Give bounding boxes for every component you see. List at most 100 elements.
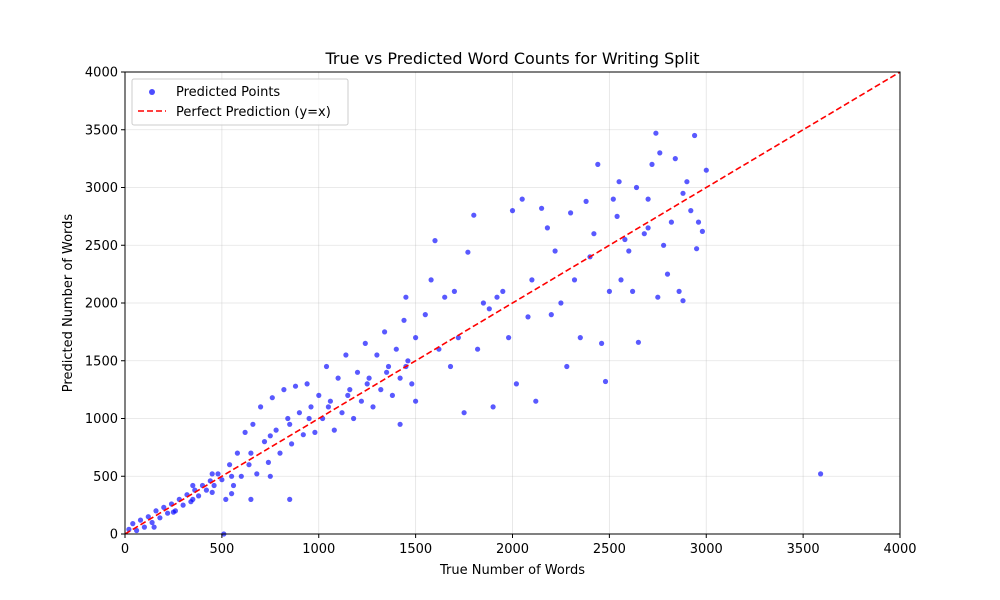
data-point xyxy=(442,294,448,300)
data-point xyxy=(465,249,471,255)
data-point xyxy=(688,208,694,214)
data-point xyxy=(513,381,520,387)
data-point xyxy=(695,219,702,225)
data-point xyxy=(223,496,229,502)
data-point xyxy=(602,378,609,385)
data-point xyxy=(215,471,221,477)
legend: Predicted Points Perfect Prediction (y=x… xyxy=(131,78,349,126)
data-point xyxy=(351,415,357,422)
data-point xyxy=(645,196,651,202)
data-point xyxy=(248,496,254,502)
x-tick-label: 2500 xyxy=(593,542,626,557)
data-point xyxy=(345,392,351,398)
y-tick-label: 1000 xyxy=(85,412,118,427)
data-point xyxy=(599,340,605,346)
data-point xyxy=(304,381,310,387)
data-point xyxy=(397,375,403,381)
data-point xyxy=(203,487,209,493)
data-point xyxy=(254,471,260,477)
data-point xyxy=(672,156,678,162)
data-point xyxy=(694,246,700,252)
data-point xyxy=(618,277,624,283)
data-point xyxy=(227,462,233,468)
data-point xyxy=(529,277,535,283)
data-point xyxy=(362,340,368,346)
data-point xyxy=(347,387,353,393)
data-point xyxy=(385,363,392,370)
data-point xyxy=(661,242,667,248)
data-point xyxy=(170,509,176,515)
data-point xyxy=(165,510,171,516)
y-tick-label: 2500 xyxy=(85,239,118,254)
data-point xyxy=(374,352,380,358)
data-point xyxy=(267,473,273,479)
data-point xyxy=(401,317,407,323)
data-point xyxy=(413,398,419,404)
data-point xyxy=(490,404,496,410)
data-point xyxy=(645,225,651,231)
data-point xyxy=(432,238,438,244)
data-point xyxy=(331,427,337,433)
data-point xyxy=(190,496,196,502)
data-point xyxy=(358,398,364,404)
data-point xyxy=(455,335,461,341)
data-point xyxy=(668,219,675,225)
data-point xyxy=(494,294,500,300)
data-point xyxy=(151,524,157,530)
data-point xyxy=(552,248,558,254)
data-point xyxy=(261,439,268,445)
x-tick-label: 3500 xyxy=(787,542,820,557)
data-point xyxy=(533,398,539,404)
data-point xyxy=(316,392,322,398)
y-tick-label: 3000 xyxy=(85,181,118,196)
data-point xyxy=(130,521,136,527)
data-point xyxy=(422,312,428,318)
data-point xyxy=(267,433,273,439)
x-tick-label: 4000 xyxy=(883,542,916,557)
data-point xyxy=(539,205,545,211)
y-tick-label: 500 xyxy=(93,470,118,485)
legend-label-points: Predicted Points xyxy=(176,85,280,100)
data-point xyxy=(409,381,415,387)
data-point xyxy=(657,150,663,156)
data-point xyxy=(564,363,570,370)
data-point xyxy=(577,335,583,341)
data-point xyxy=(622,236,628,243)
x-tick-label: 2000 xyxy=(496,542,529,557)
data-point xyxy=(234,450,240,456)
data-point xyxy=(211,482,217,489)
data-point xyxy=(258,404,264,410)
data-point xyxy=(238,473,244,479)
data-point xyxy=(149,519,155,526)
data-point xyxy=(626,248,632,254)
data-point xyxy=(325,404,331,410)
data-point xyxy=(692,132,698,139)
data-point xyxy=(248,450,254,456)
data-point xyxy=(630,288,636,294)
y-tick-label: 2000 xyxy=(85,297,118,312)
x-tick-label: 500 xyxy=(209,542,234,557)
y-tick-label: 0 xyxy=(110,528,118,543)
legend-marker-points xyxy=(149,89,155,95)
data-point xyxy=(393,346,399,352)
data-point xyxy=(354,369,361,375)
data-point xyxy=(649,161,655,167)
data-point xyxy=(157,515,163,521)
data-point xyxy=(230,482,237,489)
data-point xyxy=(614,213,620,219)
data-point xyxy=(327,398,333,404)
data-point xyxy=(405,358,411,364)
data-point xyxy=(312,429,318,435)
data-point xyxy=(610,196,616,202)
data-point xyxy=(486,306,492,312)
data-point xyxy=(480,300,486,306)
data-point xyxy=(289,441,295,447)
data-point xyxy=(250,421,256,427)
data-point xyxy=(209,489,215,495)
x-tick-label: 1000 xyxy=(302,542,335,557)
data-point xyxy=(196,493,202,499)
data-point xyxy=(653,130,659,136)
data-point xyxy=(366,375,372,381)
data-point xyxy=(475,346,481,352)
